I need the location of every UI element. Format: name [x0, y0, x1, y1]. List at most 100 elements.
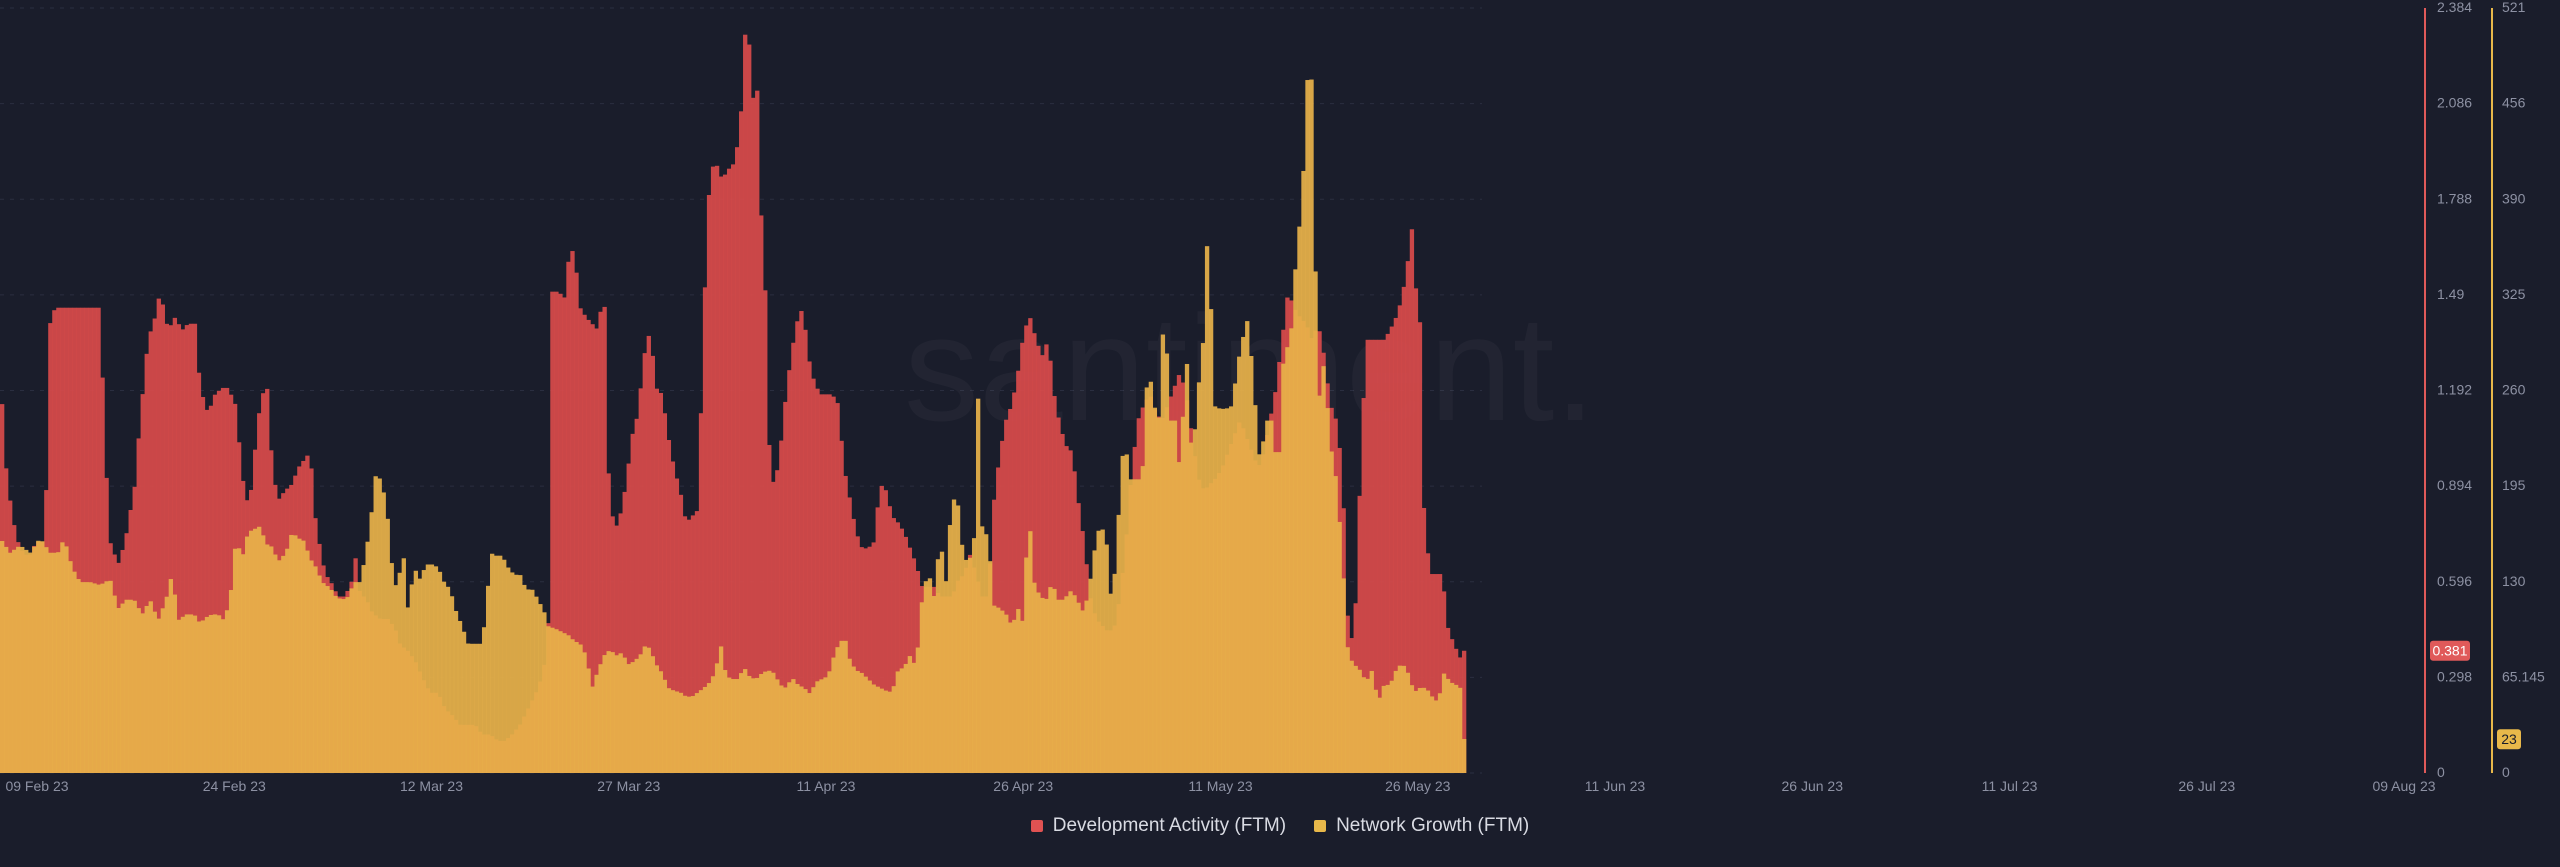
network-growth-bar — [277, 560, 282, 773]
dev-activity-bar — [843, 475, 848, 773]
network-growth-bar — [1457, 687, 1463, 773]
dev-activity-bar — [855, 536, 860, 773]
x-tick-label: 09 Feb 23 — [5, 778, 68, 794]
y-tick-label-left: 0.298 — [2437, 668, 2472, 684]
dev-activity-bar — [184, 325, 190, 773]
network-growth-bar — [992, 605, 997, 773]
network-growth-bar — [52, 552, 57, 773]
network-growth-bar — [192, 615, 198, 773]
dev-activity-bar — [722, 174, 728, 774]
y-tick-label-right: 195 — [2502, 477, 2526, 493]
network-growth-bar — [465, 643, 471, 773]
dev-activity-bar — [899, 528, 904, 773]
network-growth-bar — [971, 538, 977, 773]
dev-activity-bar — [192, 323, 198, 773]
network-growth-bar — [606, 651, 611, 773]
network-growth-bar — [947, 525, 953, 773]
dev-activity-bar — [212, 394, 218, 773]
network-growth-bar — [1373, 689, 1378, 773]
network-growth-bar — [1313, 271, 1318, 773]
dev-activity-bar — [654, 388, 659, 773]
dev-activity-bar — [666, 440, 672, 773]
network-growth-bar — [1124, 454, 1129, 773]
network-growth-bar — [1349, 660, 1354, 773]
network-growth-bar — [232, 548, 238, 773]
legend-item-development-activity[interactable]: Development Activity (FTM) — [1030, 815, 1287, 837]
network-growth-bar — [554, 629, 559, 773]
network-growth-bar — [1401, 665, 1407, 773]
dev-activity-bar — [1036, 345, 1041, 773]
network-growth-bar — [88, 582, 93, 773]
dev-activity-bar — [678, 494, 684, 773]
network-growth-bar — [1016, 609, 1021, 773]
network-growth-bar — [943, 581, 949, 773]
network-growth-bar — [64, 546, 69, 773]
network-growth-bar — [1357, 669, 1362, 773]
network-growth-bar — [739, 673, 744, 773]
dev-activity-bar — [903, 536, 909, 773]
network-growth-bar — [1293, 269, 1298, 773]
network-growth-bar — [1080, 610, 1085, 773]
network-growth-bar — [646, 647, 651, 773]
network-growth-bar — [240, 554, 246, 773]
network-growth-bar — [1297, 226, 1302, 773]
dev-activity-bar — [188, 323, 194, 773]
y-tick-label-left: 0.894 — [2437, 477, 2472, 493]
x-tick-label: 11 May 23 — [1188, 778, 1253, 794]
dev-activity-bar — [807, 361, 812, 773]
network-growth-bar — [1269, 420, 1274, 773]
dev-activity-bar — [799, 311, 804, 773]
network-growth-bar — [614, 655, 619, 773]
network-growth-bar — [518, 575, 523, 773]
dev-activity-bar — [172, 317, 178, 773]
network-growth-bar — [112, 595, 117, 773]
legend-label: Development Activity (FTM) — [1052, 815, 1287, 836]
network-growth-bar — [1361, 677, 1366, 773]
network-growth-bar — [1241, 336, 1246, 773]
x-tick-label: 11 Apr 23 — [797, 778, 856, 794]
dev-activity-bar — [851, 518, 856, 773]
network-growth-bar — [108, 580, 113, 773]
network-growth-bar — [309, 560, 314, 773]
dev-activity-bar — [598, 311, 603, 773]
network-growth-bar — [389, 563, 394, 773]
network-growth-bar — [682, 695, 688, 773]
network-growth-bar — [289, 534, 294, 773]
network-growth-bar — [843, 640, 848, 773]
network-growth-bar — [662, 679, 668, 773]
network-growth-bar — [1020, 620, 1025, 773]
network-growth-bar — [558, 631, 563, 773]
dev-activity-bar — [1377, 339, 1382, 773]
network-growth-bar — [357, 582, 362, 773]
network-growth-bar — [148, 601, 153, 773]
network-growth-bar — [1160, 334, 1166, 773]
network-growth-bar — [1385, 684, 1390, 773]
dev-activity-bar — [196, 372, 202, 773]
network-growth-bar — [622, 657, 627, 773]
dev-activity-bar — [650, 355, 655, 773]
dev-activity-bar — [751, 97, 756, 773]
y-tick-label-left: 0.596 — [2437, 573, 2472, 589]
network-growth-bar — [413, 570, 419, 773]
network-growth-bar — [0, 541, 5, 773]
dev-activity-bar — [771, 481, 776, 773]
network-growth-bar — [301, 540, 306, 773]
network-growth-bar — [771, 672, 776, 773]
network-growth-bar — [1052, 588, 1057, 773]
dev-activity-bar — [1461, 650, 1467, 773]
network-growth-bar — [1040, 597, 1045, 773]
network-growth-bar — [481, 627, 487, 773]
y-tick-label-left: 0 — [2437, 764, 2445, 780]
dev-activity-bar — [726, 168, 732, 773]
dev-activity-bar — [895, 522, 900, 773]
network-growth-bar — [172, 594, 178, 773]
dev-activity-bar — [72, 307, 77, 773]
network-growth-bar — [542, 612, 547, 773]
legend-item-network-growth[interactable]: Network Growth (FTM) — [1314, 815, 1529, 837]
network-growth-bar — [212, 614, 218, 773]
network-growth-bar — [152, 611, 157, 773]
dev-activity-bar — [1369, 339, 1374, 773]
network-growth-bar — [80, 582, 85, 773]
network-growth-bar — [176, 619, 182, 773]
network-growth-bar — [690, 696, 696, 773]
